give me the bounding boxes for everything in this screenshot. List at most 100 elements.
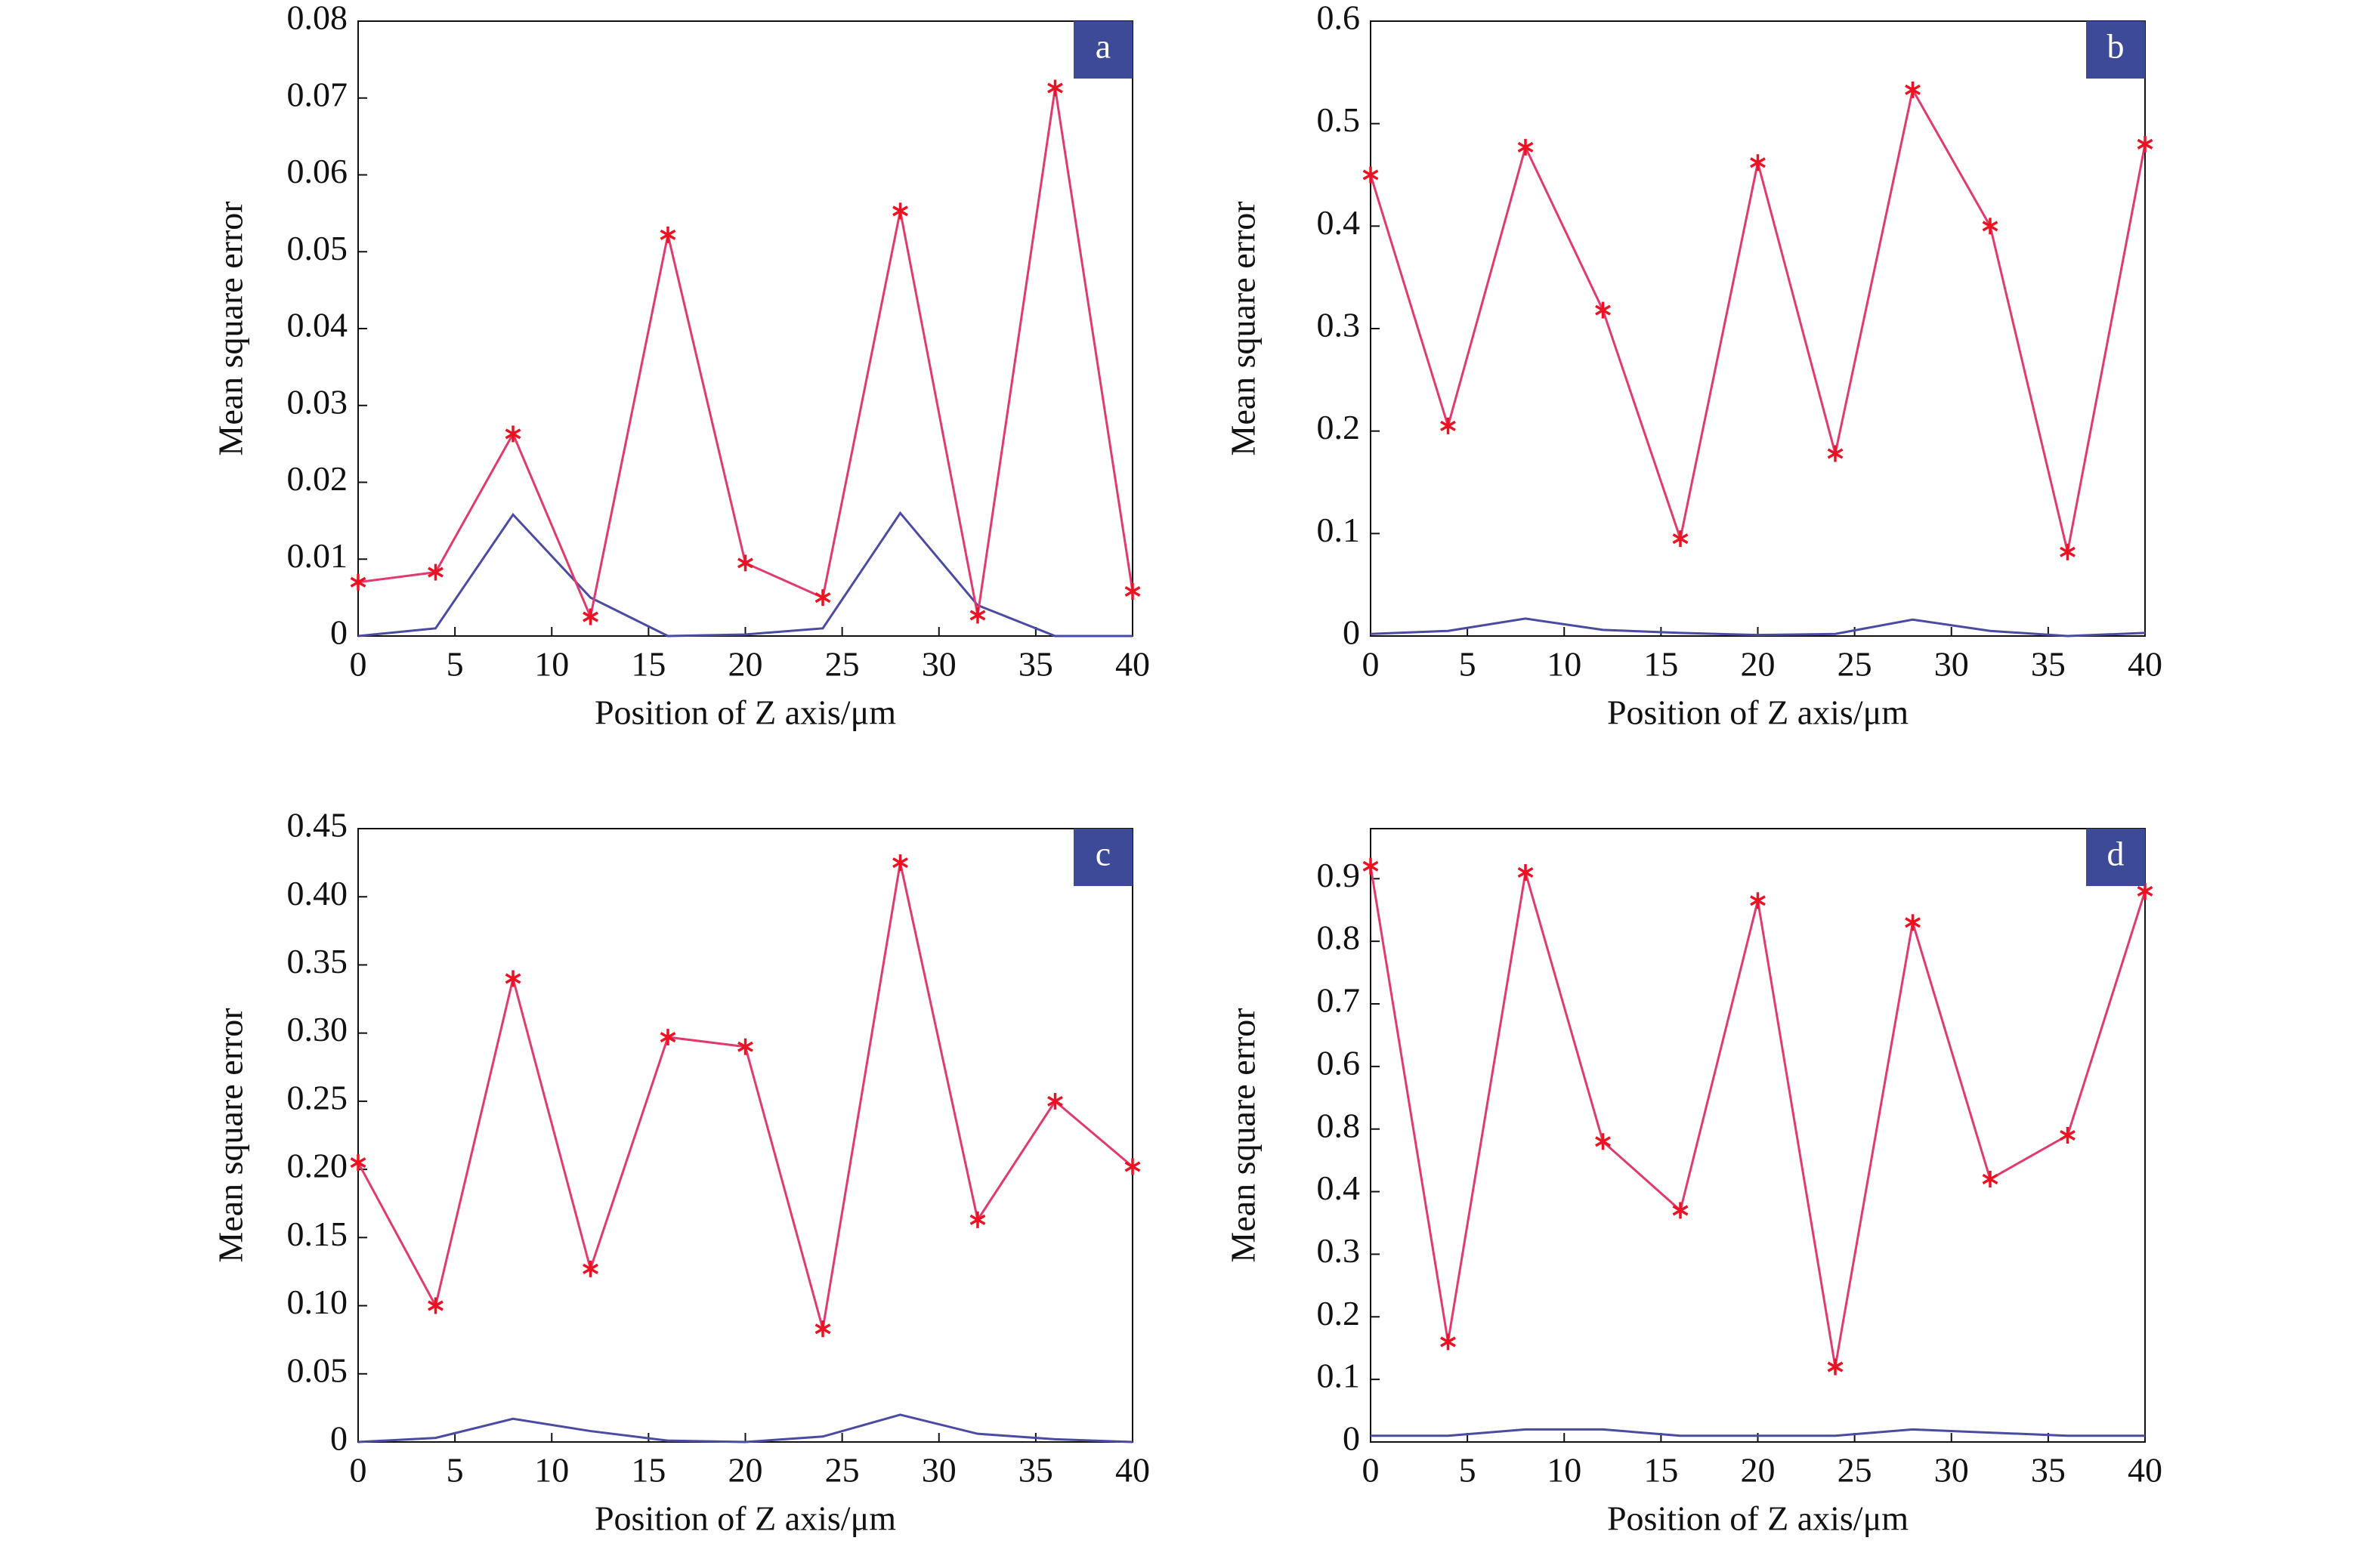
- x-tick-label: 25: [1838, 1451, 1872, 1490]
- asterisk-stroke: [892, 857, 908, 869]
- x-tick-label: 15: [631, 1451, 666, 1490]
- asterisk-stroke: [969, 1214, 986, 1225]
- x-tick-label: 5: [1459, 645, 1476, 684]
- x-tick-label: 0: [1362, 1451, 1380, 1490]
- asterisk-stroke: [1047, 1095, 1063, 1107]
- y-tick-label: 0.02: [287, 459, 348, 498]
- y-axis-label: Mean square error: [212, 201, 250, 455]
- asterisk-stroke: [1750, 895, 1766, 906]
- asterisk-stroke: [969, 610, 986, 621]
- x-tick-label: 20: [728, 1451, 763, 1490]
- x-tick-label: 35: [1018, 645, 1053, 684]
- asterisk-stroke: [350, 1157, 366, 1169]
- plot-frame: [1370, 20, 2146, 637]
- asterisk-marker: [737, 1038, 753, 1055]
- y-tick-label: 0.6: [1317, 0, 1361, 37]
- asterisk-marker: [583, 608, 598, 625]
- y-tick-label: 0: [330, 1419, 348, 1458]
- y-tick-label: 0.40: [287, 874, 348, 912]
- y-tick-label: 0.25: [287, 1078, 348, 1116]
- asterisk-stroke: [1124, 585, 1141, 597]
- asterisk-marker: [1047, 1092, 1063, 1110]
- x-tick-label: 30: [1934, 1451, 1969, 1490]
- asterisk-marker: [2137, 135, 2153, 153]
- asterisk-stroke: [1595, 304, 1611, 316]
- series-line: [1370, 617, 2146, 638]
- asterisk-stroke: [892, 205, 908, 217]
- asterisk-stroke: [1672, 1205, 1689, 1216]
- y-tick-label: 0.15: [287, 1215, 348, 1253]
- x-tick-label: 25: [1838, 645, 1872, 684]
- y-tick-label: 0.35: [287, 942, 348, 980]
- panel-label: b: [2107, 27, 2125, 66]
- asterisk-stroke: [737, 1041, 753, 1052]
- asterisk-marker: [1905, 914, 1921, 931]
- asterisk-marker: [1595, 1133, 1611, 1150]
- y-tick-label: 0.2: [1317, 1294, 1361, 1332]
- y-tick-label: 0.2: [1317, 408, 1361, 446]
- x-axis-label: Position of Z axis/μm: [1607, 1499, 1909, 1538]
- plot-frame: [1370, 828, 2146, 1443]
- y-axis-label: Mean square error: [1224, 1008, 1263, 1262]
- y-tick-label: 0.07: [287, 75, 348, 113]
- asterisk-stroke: [660, 1032, 676, 1043]
- panel-label-box: [1074, 21, 1133, 79]
- y-tick-label: 0.8: [1317, 1106, 1361, 1144]
- y-axis-label: Mean square error: [1224, 201, 1263, 455]
- asterisk-stroke: [1124, 1161, 1141, 1172]
- panel-label-box: [2086, 829, 2145, 886]
- asterisk-marker: [1672, 530, 1689, 548]
- panel-label: a: [1096, 27, 1111, 66]
- asterisk-marker: [1047, 79, 1063, 97]
- asterisk-stroke: [1905, 84, 1921, 95]
- asterisk-marker: [1672, 1202, 1689, 1219]
- x-tick-label: 20: [728, 645, 763, 684]
- x-tick-label: 30: [922, 1451, 957, 1490]
- series-line: [1371, 1428, 2145, 1437]
- asterisk-marker: [1827, 1358, 1844, 1376]
- x-axis-label: Position of Z axis/μm: [595, 693, 896, 732]
- y-tick-label: 0.7: [1317, 981, 1361, 1020]
- plot-frame: [357, 20, 1133, 637]
- asterisk-marker: [2060, 1127, 2076, 1144]
- x-tick-label: 15: [631, 645, 666, 684]
- panel-label-box: [1074, 829, 1133, 886]
- asterisk-marker: [1595, 301, 1611, 319]
- asterisk-marker: [1440, 417, 1456, 434]
- panel-label: d: [2107, 835, 2125, 873]
- y-tick-label: 0.9: [1317, 856, 1361, 894]
- asterisk-stroke: [428, 567, 444, 578]
- asterisk-marker: [969, 1211, 986, 1228]
- x-tick-label: 25: [825, 1451, 860, 1490]
- asterisk-marker: [1982, 1171, 1998, 1187]
- y-tick-label: 0.45: [287, 806, 348, 844]
- asterisk-stroke: [1595, 1136, 1611, 1147]
- asterisk-stroke: [1750, 157, 1766, 168]
- asterisk-marker: [1362, 166, 1379, 184]
- asterisk-stroke: [505, 973, 521, 984]
- panel: 0 0.01 0.02 0.03 0.04 0.05 0.06 0.07 0.08 0 5 10 15 2…: [212, 0, 1150, 732]
- asterisk-stroke: [1440, 1336, 1456, 1348]
- y-tick-label: 0: [1343, 1419, 1360, 1458]
- x-tick-label: 30: [922, 645, 957, 684]
- y-tick-label: 0.05: [287, 229, 348, 267]
- x-tick-label: 20: [1741, 1451, 1776, 1490]
- asterisk-marker: [428, 1297, 444, 1314]
- asterisk-stroke: [1047, 82, 1063, 94]
- x-tick-label: 5: [1459, 1451, 1476, 1490]
- x-tick-label: 10: [534, 1451, 569, 1490]
- plot-frame: [357, 828, 1133, 1443]
- panel-label-box: [2086, 21, 2145, 79]
- asterisk-stroke: [583, 611, 598, 622]
- y-tick-label: 0.6: [1317, 1043, 1361, 1082]
- series-line: [357, 862, 1133, 1329]
- asterisk-stroke: [814, 592, 831, 604]
- asterisk-marker: [505, 425, 521, 443]
- x-tick-label: 0: [350, 645, 367, 684]
- x-tick-label: 25: [825, 645, 860, 684]
- asterisk-stroke: [2137, 885, 2153, 897]
- asterisk-stroke: [1672, 533, 1689, 545]
- x-tick-label: 0: [350, 1451, 367, 1490]
- asterisk-marker: [428, 563, 444, 581]
- y-tick-label: 0: [330, 613, 348, 652]
